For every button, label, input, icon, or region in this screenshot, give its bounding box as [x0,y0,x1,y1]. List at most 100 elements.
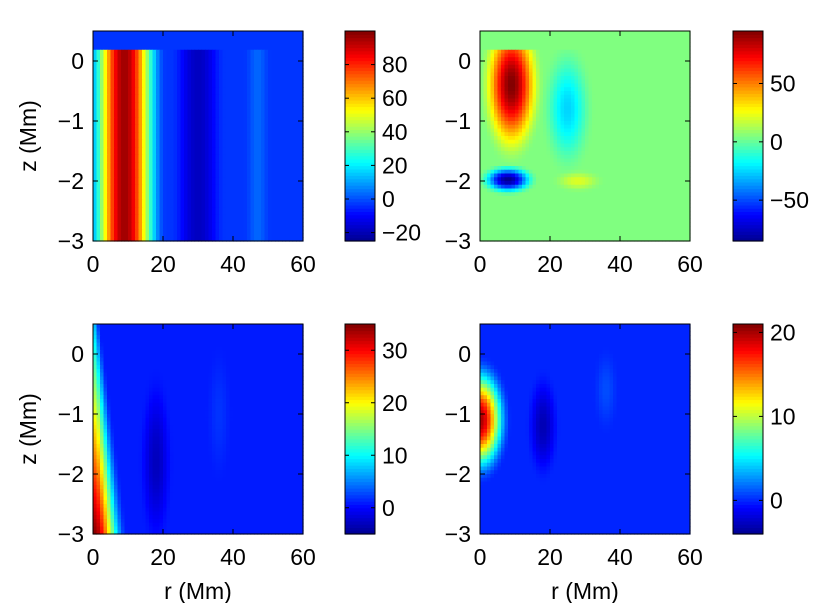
heatmap-cell [93,173,98,178]
heatmap-cell [226,207,231,212]
heatmap-cell [215,211,220,216]
heatmap-cell [156,57,161,62]
heatmap-cell [539,46,544,51]
heatmap-cell [163,64,168,70]
heatmap-cell [564,31,569,36]
heatmap-cell [103,192,108,197]
heatmap-cell [285,64,290,70]
heatmap-cell [194,124,199,130]
heatmap-cell [128,87,133,92]
heatmap-cell [243,136,248,141]
heatmap-cell [543,46,548,51]
heatmap-cell [257,46,262,51]
heatmap-cell [233,124,238,130]
heatmap-cell [289,31,294,36]
heatmap-cell [159,136,164,141]
heatmap-cell [208,229,213,235]
heatmap-cell [219,106,224,111]
heatmap-cell [166,124,171,130]
heatmap-cell [142,113,147,118]
heatmap-cell [184,79,189,85]
heatmap-cell [226,151,231,156]
heatmap-cell [156,162,161,167]
heatmap-cell [205,147,210,152]
heatmap-cell [613,53,618,58]
heatmap-cell [511,42,516,47]
heatmap-cell [180,214,185,220]
heatmap-cell [121,83,126,88]
heatmap-cell [222,207,227,212]
heatmap-cell [93,128,98,133]
heatmap-cell [299,38,304,43]
heatmap-cell [271,98,276,103]
heatmap-cell [529,61,534,66]
heatmap-cell [107,57,112,62]
heatmap-cell [135,72,140,77]
heatmap-cell [679,102,684,107]
heatmap-cell [114,154,119,160]
heatmap-cell [271,53,276,58]
heatmap-cell [135,173,140,178]
heatmap-cell [236,83,241,88]
heatmap-cell [665,91,670,96]
heatmap-cell [103,173,108,178]
heatmap-cell [100,61,105,66]
heatmap-cell [686,121,691,126]
heatmap-cell [114,91,119,96]
heatmap-cell [564,113,569,118]
heatmap-cell [226,211,231,216]
heatmap-cell [222,162,227,167]
heatmap-cell [138,214,143,220]
heatmap-cell [515,64,520,70]
heatmap-cell [198,158,203,163]
heatmap-cell [117,218,122,223]
heatmap-cell [299,154,304,160]
heatmap-cell [177,76,182,81]
heatmap-cell [110,222,115,227]
heatmap-cell [208,139,213,145]
heatmap-cell [282,34,287,40]
heatmap-cell [250,34,255,40]
heatmap-cell [264,154,269,160]
heatmap-cell [613,98,618,103]
heatmap-cell [275,42,280,47]
heatmap-cell [275,237,280,242]
heatmap-cell [637,68,642,73]
heatmap-cell [208,49,213,55]
heatmap-cell [651,79,656,85]
heatmap-cell [676,42,681,47]
heatmap-cell [222,34,227,40]
heatmap-cell [620,98,625,103]
heatmap-cell [651,72,656,77]
heatmap-cell [574,49,579,55]
heatmap-cell [229,132,234,137]
heatmap-cell [198,94,203,100]
heatmap-cell [550,121,555,126]
heatmap-cell [173,162,178,167]
heatmap-cell [121,76,126,81]
heatmap-cell [163,237,168,242]
heatmap-cell [536,113,541,118]
heatmap-cell [648,83,653,88]
heatmap-cell [264,218,269,223]
heatmap-cell [135,226,140,231]
heatmap-cell [644,64,649,70]
heatmap-cell [289,124,294,130]
heatmap-cell [480,117,485,122]
heatmap-cell [630,102,635,107]
heatmap-cell [613,49,618,55]
heatmap-cell [515,76,520,81]
heatmap-cell [264,139,269,145]
heatmap-cell [518,49,523,55]
heatmap-cell [254,102,259,107]
heatmap-cell [571,53,576,58]
heatmap-cell [201,139,206,145]
colorbar-segment [345,73,375,78]
heatmap-cell [198,169,203,175]
heatmap-cell [135,102,140,107]
heatmap-cell [166,229,171,235]
heatmap-cell [121,158,126,163]
heatmap-cell [634,113,639,118]
heatmap-cell [483,121,488,126]
heatmap-cell [271,177,276,182]
